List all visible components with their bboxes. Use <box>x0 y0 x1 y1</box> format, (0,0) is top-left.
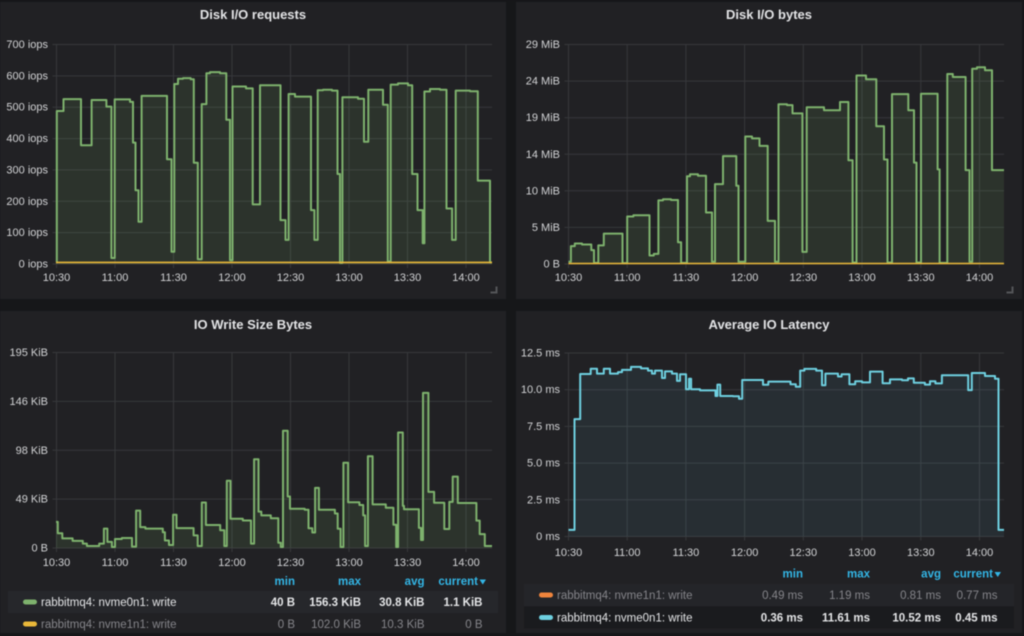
svg-text:min: min <box>275 576 295 588</box>
svg-text:13:00: 13:00 <box>335 272 363 284</box>
svg-text:300 iops: 300 iops <box>6 164 48 176</box>
svg-text:1.19 ms: 1.19 ms <box>829 590 870 602</box>
svg-text:10:30: 10:30 <box>43 272 71 284</box>
svg-text:600 iops: 600 iops <box>6 70 48 82</box>
svg-text:11:30: 11:30 <box>673 547 700 559</box>
svg-text:12:30: 12:30 <box>277 272 305 284</box>
svg-text:5 MiB: 5 MiB <box>532 222 560 234</box>
svg-text:10.52 ms: 10.52 ms <box>892 613 941 625</box>
svg-text:98 KiB: 98 KiB <box>16 445 48 457</box>
svg-text:12.5 ms: 12.5 ms <box>521 348 561 360</box>
svg-text:11:30: 11:30 <box>673 272 700 284</box>
svg-text:rabbitmq4: nvme0n1: write: rabbitmq4: nvme0n1: write <box>557 613 693 625</box>
svg-text:24 MiB: 24 MiB <box>526 76 560 88</box>
svg-text:14 MiB: 14 MiB <box>526 149 560 161</box>
svg-text:30.8 KiB: 30.8 KiB <box>379 597 424 609</box>
svg-text:500 iops: 500 iops <box>6 102 48 114</box>
svg-text:Average IO Latency: Average IO Latency <box>709 317 831 332</box>
svg-text:400 iops: 400 iops <box>6 133 48 145</box>
svg-text:12:30: 12:30 <box>790 272 818 284</box>
svg-text:200 iops: 200 iops <box>6 196 48 208</box>
svg-text:10:30: 10:30 <box>43 557 71 569</box>
svg-text:29 MiB: 29 MiB <box>526 39 560 51</box>
svg-text:10 MiB: 10 MiB <box>526 185 560 197</box>
svg-text:0 B: 0 B <box>543 259 560 271</box>
svg-text:11.61 ms: 11.61 ms <box>822 613 870 625</box>
svg-text:Disk I/O bytes: Disk I/O bytes <box>726 7 812 22</box>
svg-text:102.0 KiB: 102.0 KiB <box>311 619 361 631</box>
svg-text:Disk I/O requests: Disk I/O requests <box>200 7 306 22</box>
svg-text:10:30: 10:30 <box>555 547 583 559</box>
svg-text:current: current <box>438 576 478 588</box>
svg-text:rabbitmq4: nvme1n1: write: rabbitmq4: nvme1n1: write <box>41 619 177 631</box>
svg-text:12:00: 12:00 <box>218 272 246 284</box>
svg-text:0 B: 0 B <box>465 619 483 631</box>
svg-text:2.5 ms: 2.5 ms <box>527 494 561 506</box>
svg-text:156.3 KiB: 156.3 KiB <box>309 597 361 609</box>
svg-text:0.49 ms: 0.49 ms <box>762 590 803 602</box>
svg-text:14:00: 14:00 <box>452 272 480 284</box>
svg-text:49 KiB: 49 KiB <box>16 494 48 506</box>
svg-text:12:30: 12:30 <box>277 557 305 569</box>
svg-text:5.0 ms: 5.0 ms <box>527 458 561 470</box>
svg-text:19 MiB: 19 MiB <box>526 112 560 124</box>
svg-text:13:00: 13:00 <box>848 272 876 284</box>
svg-text:11:30: 11:30 <box>160 557 187 569</box>
svg-text:40 B: 40 B <box>271 597 295 609</box>
svg-text:avg: avg <box>405 576 425 588</box>
svg-text:0 iops: 0 iops <box>19 259 49 271</box>
svg-text:12:00: 12:00 <box>218 557 246 569</box>
svg-text:0.81 ms: 0.81 ms <box>900 590 941 602</box>
svg-text:max: max <box>847 569 871 581</box>
svg-text:14:00: 14:00 <box>452 557 480 569</box>
svg-text:11:30: 11:30 <box>160 272 187 284</box>
svg-text:0 B: 0 B <box>278 619 296 631</box>
svg-text:1.1 KiB: 1.1 KiB <box>444 597 483 609</box>
svg-text:avg: avg <box>921 569 941 581</box>
svg-text:13:00: 13:00 <box>848 547 876 559</box>
svg-text:11:00: 11:00 <box>102 272 129 284</box>
svg-text:13:30: 13:30 <box>907 547 935 559</box>
svg-text:13:30: 13:30 <box>907 272 935 284</box>
svg-text:11:00: 11:00 <box>614 547 641 559</box>
svg-text:10.3 KiB: 10.3 KiB <box>381 619 425 631</box>
svg-text:195 KiB: 195 KiB <box>9 347 48 359</box>
svg-text:14:00: 14:00 <box>966 272 994 284</box>
svg-text:0 ms: 0 ms <box>536 531 560 543</box>
svg-text:0.45 ms: 0.45 ms <box>955 613 997 625</box>
svg-text:13:30: 13:30 <box>394 272 422 284</box>
svg-text:0.77 ms: 0.77 ms <box>957 590 998 602</box>
svg-text:13:30: 13:30 <box>394 557 422 569</box>
svg-text:12:00: 12:00 <box>731 272 759 284</box>
svg-text:12:30: 12:30 <box>790 547 818 559</box>
svg-text:12:00: 12:00 <box>731 547 759 559</box>
svg-text:max: max <box>338 576 362 588</box>
svg-text:0 B: 0 B <box>31 543 48 555</box>
svg-text:11:00: 11:00 <box>102 557 129 569</box>
svg-text:0.36 ms: 0.36 ms <box>761 613 803 625</box>
svg-text:10.0 ms: 10.0 ms <box>521 384 561 396</box>
svg-text:7.5 ms: 7.5 ms <box>527 421 561 433</box>
svg-text:rabbitmq4: nvme0n1: write: rabbitmq4: nvme0n1: write <box>41 597 177 609</box>
svg-text:min: min <box>783 569 803 581</box>
svg-text:10:30: 10:30 <box>555 272 583 284</box>
svg-text:146 KiB: 146 KiB <box>9 396 48 408</box>
svg-text:700 iops: 700 iops <box>6 39 48 51</box>
svg-text:14:00: 14:00 <box>966 547 994 559</box>
svg-text:100 iops: 100 iops <box>6 227 48 239</box>
svg-text:rabbitmq4: nvme1n1: write: rabbitmq4: nvme1n1: write <box>557 590 693 602</box>
svg-text:11:00: 11:00 <box>614 272 641 284</box>
svg-text:current: current <box>953 569 993 581</box>
svg-text:IO Write Size Bytes: IO Write Size Bytes <box>194 317 312 332</box>
svg-text:13:00: 13:00 <box>335 557 363 569</box>
